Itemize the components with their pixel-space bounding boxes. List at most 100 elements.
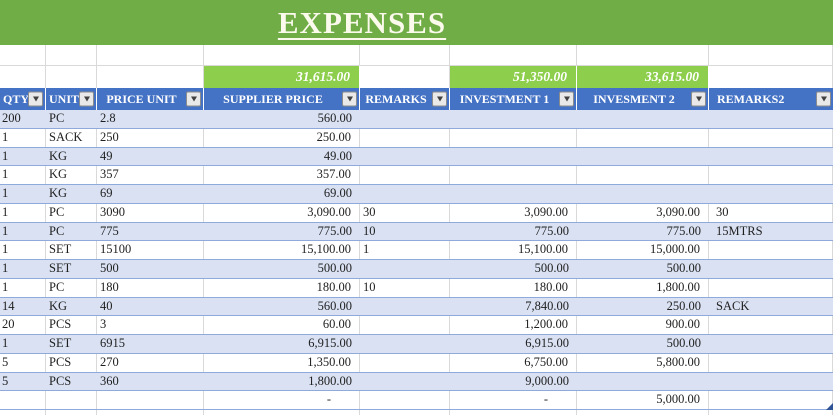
cell-unit[interactable]: PC bbox=[49, 111, 65, 125]
cell-investment_1[interactable] bbox=[450, 128, 577, 147]
cell-remarks2[interactable] bbox=[709, 185, 833, 203]
column-header-unit[interactable]: UNIT bbox=[46, 88, 97, 110]
cell-remarks2[interactable] bbox=[709, 148, 833, 166]
cell-qty[interactable]: 1 bbox=[0, 203, 46, 222]
cell-qty[interactable]: 1 bbox=[0, 128, 46, 147]
sheet-cell[interactable] bbox=[360, 66, 450, 88]
cell-invesment_2[interactable] bbox=[577, 373, 709, 391]
cell-qty[interactable]: 1 bbox=[2, 148, 9, 163]
sheet-cell[interactable] bbox=[204, 410, 360, 415]
cell-qty[interactable]: 1 bbox=[2, 336, 9, 350]
sheet-cell[interactable] bbox=[360, 45, 450, 66]
cell-unit[interactable]: PCS bbox=[46, 353, 97, 372]
cell-price_unit[interactable]: 6915 bbox=[100, 336, 125, 350]
cell-unit[interactable]: PCS bbox=[46, 316, 97, 334]
cell-remarks[interactable] bbox=[360, 373, 450, 391]
cell-investment_1[interactable]: 180.00 bbox=[450, 278, 577, 297]
cell-price_unit[interactable]: 250 bbox=[97, 128, 204, 147]
cell-remarks[interactable]: 10 bbox=[363, 223, 376, 238]
sheet-cell[interactable] bbox=[450, 45, 577, 66]
cell-qty[interactable]: 200 bbox=[2, 111, 21, 125]
cell-investment_1[interactable] bbox=[450, 185, 577, 203]
cell-remarks[interactable] bbox=[360, 260, 450, 278]
cell-invesment_2[interactable]: 250.00 bbox=[666, 298, 701, 313]
cell-investment_1[interactable]: 6,750.00 bbox=[450, 353, 577, 372]
cell-supplier_price[interactable]: 180.00 bbox=[204, 278, 360, 297]
cell-remarks[interactable] bbox=[360, 391, 450, 409]
cell-unit[interactable]: KG bbox=[49, 298, 68, 313]
cell-unit[interactable]: PC bbox=[49, 223, 65, 238]
cell-investment_1[interactable]: 1,200.00 bbox=[450, 316, 577, 334]
cell-invesment_2[interactable]: 1,800.00 bbox=[577, 278, 709, 297]
table-resize-handle[interactable] bbox=[826, 403, 833, 410]
sheet-cell[interactable] bbox=[97, 410, 204, 415]
cell-unit[interactable]: SACK bbox=[46, 128, 97, 147]
sheet-cell[interactable] bbox=[577, 410, 709, 415]
column-header-price_unit[interactable]: PRICE UNIT bbox=[97, 88, 204, 110]
cell-price_unit[interactable]: 357 bbox=[97, 166, 204, 184]
cell-price_unit[interactable]: 49 bbox=[100, 148, 113, 163]
cell-investment_1[interactable] bbox=[450, 166, 577, 184]
column-header-remarks2[interactable]: REMARKS2 bbox=[709, 88, 833, 110]
cell-unit[interactable]: PCS bbox=[49, 373, 72, 388]
sheet-cell[interactable] bbox=[709, 45, 833, 66]
cell-invesment_2[interactable] bbox=[577, 110, 709, 128]
sheet-cell[interactable] bbox=[450, 410, 577, 415]
cell-price_unit[interactable]: 775 bbox=[100, 223, 119, 238]
cell-unit[interactable] bbox=[46, 391, 97, 409]
cell-remarks2[interactable] bbox=[709, 353, 833, 372]
cell-supplier_price[interactable]: 250.00 bbox=[204, 128, 360, 147]
column-header-qty[interactable]: QTY bbox=[0, 88, 46, 110]
cell-price_unit[interactable]: 40 bbox=[100, 298, 113, 313]
cell-investment_1[interactable]: 500.00 bbox=[534, 261, 569, 275]
cell-remarks[interactable] bbox=[360, 335, 450, 353]
cell-qty[interactable]: 1 bbox=[2, 261, 9, 275]
total-supplier_price[interactable]: 31,615.00 bbox=[204, 66, 360, 88]
cell-remarks[interactable] bbox=[360, 110, 450, 128]
cell-remarks2[interactable]: 15MTRS bbox=[716, 223, 763, 238]
cell-supplier_price[interactable]: 560.00 bbox=[317, 111, 352, 125]
cell-price_unit[interactable]: 3 bbox=[97, 316, 204, 334]
cell-remarks2[interactable] bbox=[709, 260, 833, 278]
cell-remarks[interactable] bbox=[360, 353, 450, 372]
column-header-investment_1[interactable]: INVESTMENT 1 bbox=[450, 88, 577, 110]
cell-invesment_2[interactable] bbox=[577, 166, 709, 184]
total-investment_1[interactable]: 51,350.00 bbox=[450, 66, 577, 88]
cell-qty[interactable]: 14 bbox=[2, 298, 15, 313]
cell-price_unit[interactable]: 270 bbox=[97, 353, 204, 372]
cell-supplier_price[interactable]: 560.00 bbox=[317, 298, 352, 313]
cell-invesment_2[interactable]: 15,000.00 bbox=[577, 241, 709, 259]
cell-invesment_2[interactable]: 5,800.00 bbox=[577, 353, 709, 372]
cell-remarks[interactable] bbox=[360, 298, 450, 316]
column-header-remarks[interactable]: REMARKS bbox=[360, 88, 450, 110]
cell-price_unit[interactable]: 69 bbox=[100, 186, 113, 200]
cell-supplier_price[interactable]: 775.00 bbox=[317, 223, 352, 238]
cell-supplier_price[interactable]: 60.00 bbox=[204, 316, 360, 334]
cell-remarks2[interactable] bbox=[709, 391, 833, 409]
cell-remarks[interactable] bbox=[360, 185, 450, 203]
sheet-cell[interactable] bbox=[577, 45, 709, 66]
cell-supplier_price[interactable]: - bbox=[204, 391, 360, 409]
cell-remarks2[interactable] bbox=[709, 110, 833, 128]
cell-unit[interactable]: SET bbox=[49, 336, 72, 350]
sheet-cell[interactable] bbox=[97, 45, 204, 66]
cell-investment_1[interactable] bbox=[450, 148, 577, 166]
cell-remarks2[interactable] bbox=[709, 241, 833, 259]
filter-button-qty[interactable] bbox=[28, 91, 43, 107]
sheet-cell[interactable] bbox=[46, 66, 97, 88]
cell-unit[interactable]: KG bbox=[49, 186, 68, 200]
cell-unit[interactable]: PC bbox=[46, 278, 97, 297]
sheet-cell[interactable] bbox=[204, 45, 360, 66]
cell-investment_1[interactable]: 775.00 bbox=[534, 223, 569, 238]
filter-button-investment_1[interactable] bbox=[559, 91, 574, 107]
column-header-supplier_price[interactable]: SUPPLIER PRICE bbox=[204, 88, 360, 110]
cell-supplier_price[interactable]: 357.00 bbox=[204, 166, 360, 184]
cell-remarks[interactable]: 1 bbox=[360, 241, 450, 259]
cell-invesment_2[interactable]: 500.00 bbox=[666, 261, 701, 275]
cell-remarks2[interactable]: 30 bbox=[709, 203, 833, 222]
cell-remarks2[interactable] bbox=[709, 128, 833, 147]
cell-supplier_price[interactable]: 49.00 bbox=[323, 148, 352, 163]
cell-qty[interactable] bbox=[0, 391, 46, 409]
sheet-cell[interactable] bbox=[360, 410, 450, 415]
cell-qty[interactable]: 1 bbox=[0, 241, 46, 259]
